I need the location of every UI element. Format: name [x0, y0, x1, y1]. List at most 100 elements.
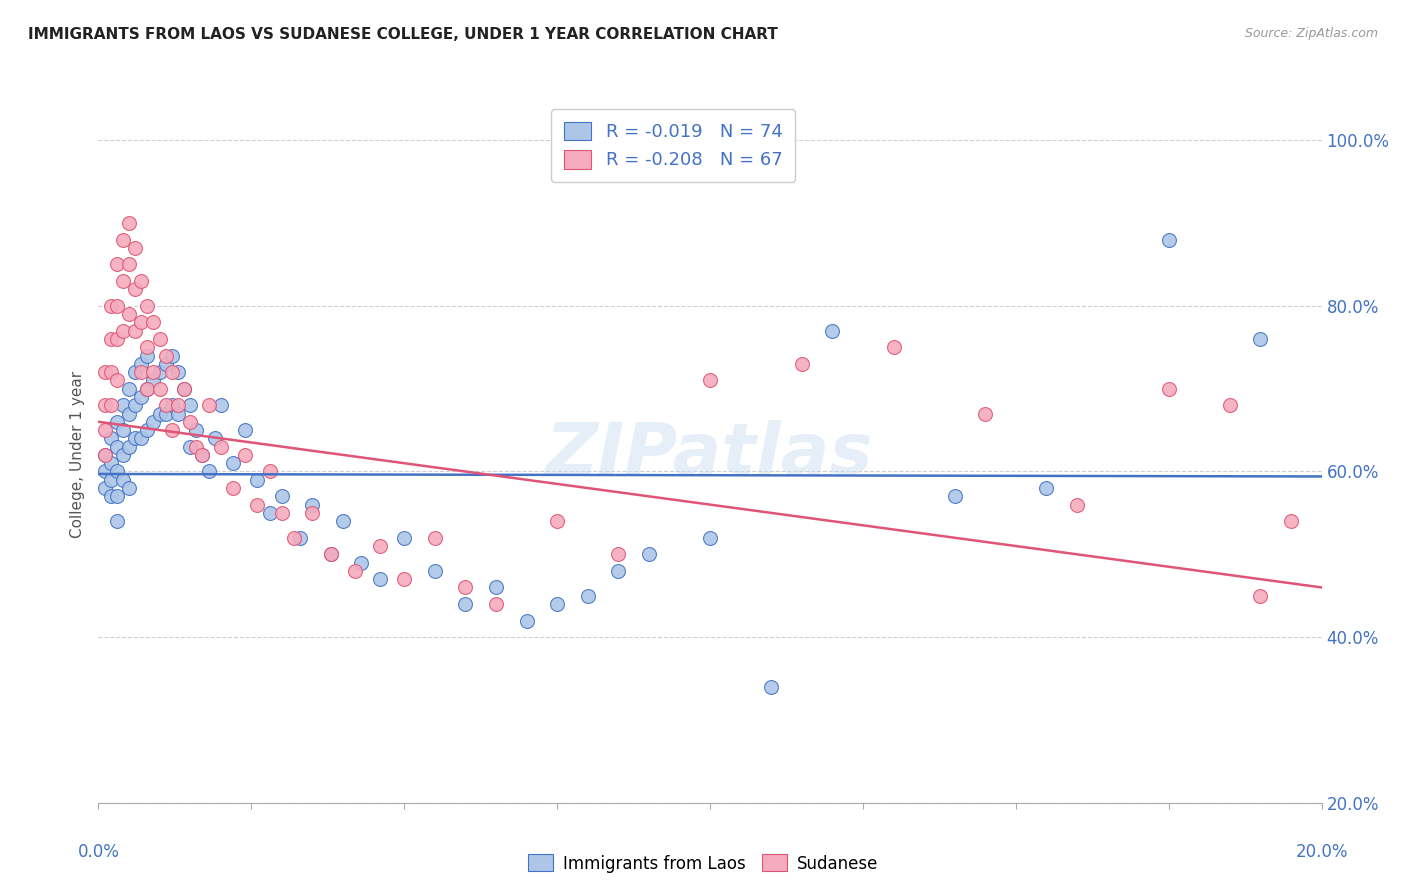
Point	[111, 398, 134, 412]
Point	[516, 614, 538, 628]
Point	[173, 382, 195, 396]
Point	[454, 597, 477, 611]
Point	[155, 407, 177, 421]
Point	[111, 233, 134, 247]
Point	[301, 506, 323, 520]
Point	[129, 315, 152, 329]
Point	[124, 241, 146, 255]
Point	[392, 572, 416, 586]
Point	[118, 257, 141, 271]
Point	[233, 448, 256, 462]
Text: IMMIGRANTS FROM LAOS VS SUDANESE COLLEGE, UNDER 1 YEAR CORRELATION CHART: IMMIGRANTS FROM LAOS VS SUDANESE COLLEGE…	[28, 27, 778, 42]
Point	[167, 407, 190, 421]
Point	[332, 514, 354, 528]
Point	[423, 564, 446, 578]
Point	[118, 382, 141, 396]
Point	[233, 423, 256, 437]
Point	[129, 390, 152, 404]
Point	[118, 481, 141, 495]
Point	[246, 498, 269, 512]
Text: ZIPatlas: ZIPatlas	[547, 420, 873, 490]
Point	[209, 398, 232, 412]
Point	[149, 382, 172, 396]
Point	[283, 531, 305, 545]
Point	[259, 465, 281, 479]
Text: 20.0%: 20.0%	[1295, 843, 1348, 861]
Point	[485, 597, 508, 611]
Point	[100, 365, 122, 379]
Point	[197, 398, 219, 412]
Legend: Immigrants from Laos, Sudanese: Immigrants from Laos, Sudanese	[522, 847, 884, 880]
Point	[204, 431, 226, 445]
Point	[1157, 382, 1180, 396]
Point	[607, 547, 630, 561]
Point	[160, 423, 183, 437]
Point	[105, 465, 128, 479]
Point	[167, 365, 190, 379]
Point	[270, 489, 292, 503]
Point	[546, 597, 568, 611]
Point	[821, 324, 844, 338]
Point	[301, 498, 323, 512]
Point	[270, 506, 292, 520]
Point	[105, 373, 128, 387]
Point	[1249, 332, 1271, 346]
Point	[350, 556, 373, 570]
Point	[344, 564, 367, 578]
Legend: R = -0.019   N = 74, R = -0.208   N = 67: R = -0.019 N = 74, R = -0.208 N = 67	[551, 109, 796, 182]
Point	[186, 440, 208, 454]
Point	[93, 448, 115, 462]
Point	[1066, 498, 1088, 512]
Point	[160, 349, 183, 363]
Point	[100, 473, 122, 487]
Point	[149, 365, 172, 379]
Point	[186, 423, 208, 437]
Point	[607, 564, 630, 578]
Point	[118, 216, 141, 230]
Point	[173, 382, 195, 396]
Point	[124, 324, 146, 338]
Text: Source: ZipAtlas.com: Source: ZipAtlas.com	[1244, 27, 1378, 40]
Point	[179, 440, 201, 454]
Point	[100, 299, 122, 313]
Point	[136, 382, 159, 396]
Point	[124, 398, 146, 412]
Point	[118, 407, 141, 421]
Point	[142, 365, 165, 379]
Point	[129, 274, 152, 288]
Point	[100, 398, 122, 412]
Point	[105, 332, 128, 346]
Point	[191, 448, 214, 462]
Point	[124, 365, 146, 379]
Point	[883, 340, 905, 354]
Point	[319, 547, 342, 561]
Point	[246, 473, 269, 487]
Point	[155, 357, 177, 371]
Point	[167, 398, 190, 412]
Point	[1249, 589, 1271, 603]
Point	[105, 489, 128, 503]
Point	[100, 431, 122, 445]
Point	[637, 547, 661, 561]
Point	[759, 680, 782, 694]
Point	[93, 423, 115, 437]
Point	[149, 332, 172, 346]
Point	[129, 431, 152, 445]
Point	[111, 423, 134, 437]
Point	[160, 365, 183, 379]
Point	[790, 357, 813, 371]
Point	[1279, 514, 1302, 528]
Point	[100, 332, 122, 346]
Point	[179, 415, 201, 429]
Point	[93, 365, 115, 379]
Point	[124, 282, 146, 296]
Point	[93, 448, 115, 462]
Point	[209, 440, 232, 454]
Point	[1219, 398, 1241, 412]
Point	[136, 340, 159, 354]
Point	[222, 481, 245, 495]
Point	[368, 572, 391, 586]
Point	[118, 307, 141, 321]
Point	[105, 415, 128, 429]
Text: 0.0%: 0.0%	[77, 843, 120, 861]
